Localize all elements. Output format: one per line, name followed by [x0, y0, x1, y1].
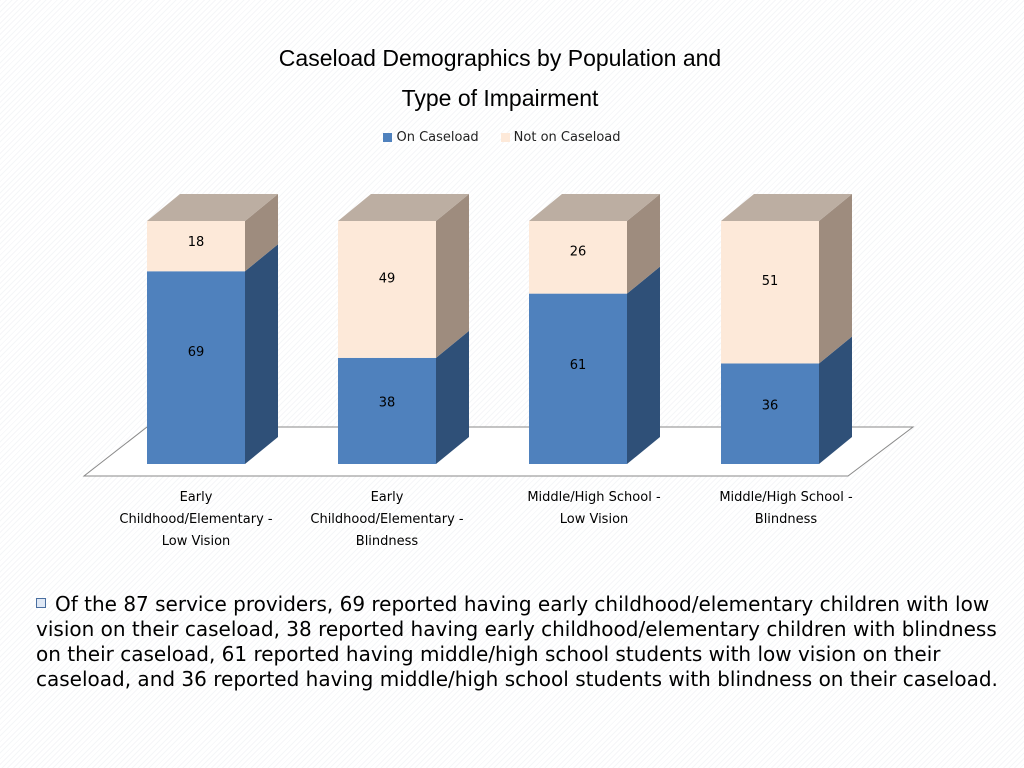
- category-label: Childhood/Elementary -: [310, 512, 464, 527]
- data-label-on-caseload: 38: [379, 395, 396, 410]
- data-label-not-on-caseload: 18: [188, 235, 205, 250]
- summary-text: Of the 87 service providers, 69 reported…: [36, 592, 998, 691]
- bar-on-caseload: [529, 293, 627, 464]
- bar-on-caseload: [338, 357, 436, 464]
- bar-side-not-on-caseload: [819, 194, 852, 364]
- hollow-square-icon: [36, 598, 46, 608]
- bar-top: [338, 194, 469, 221]
- legend-swatch-not-on-caseload: [500, 133, 510, 142]
- category-label: Middle/High School -: [527, 490, 661, 505]
- bar-side-not-on-caseload: [245, 194, 278, 272]
- bar-not-on-caseload: [147, 221, 245, 272]
- summary-bullet: Of the 87 service providers, 69 reported…: [36, 592, 1001, 692]
- legend-swatch-on-caseload: [383, 133, 393, 142]
- bar-side-on-caseload: [245, 244, 278, 464]
- bar-not-on-caseload: [338, 221, 436, 358]
- legend-item-on-caseload: On Caseload: [383, 130, 479, 145]
- legend-label-not-on-caseload: Not on Caseload: [513, 130, 621, 145]
- bar-not-on-caseload: [721, 221, 819, 364]
- category-label: Middle/High School -: [719, 490, 853, 505]
- bar-side-not-on-caseload: [436, 194, 469, 358]
- bar-top: [147, 194, 278, 221]
- bar-not-on-caseload: [529, 221, 627, 294]
- bar-side-on-caseload: [627, 266, 660, 464]
- bar-side-on-caseload: [819, 336, 852, 464]
- chart-title-line-1: Caseload Demographics by Population and: [278, 45, 722, 71]
- chart-title: Caseload Demographics by Population and …: [0, 38, 1000, 118]
- bar-on-caseload: [147, 271, 245, 464]
- bar-top: [721, 194, 852, 221]
- data-label-not-on-caseload: 49: [379, 271, 396, 286]
- category-label: Early: [371, 490, 404, 505]
- category-label: Low Vision: [162, 534, 231, 549]
- category-label: Blindness: [755, 512, 818, 527]
- data-label-on-caseload: 36: [762, 399, 779, 414]
- legend-label-on-caseload: On Caseload: [396, 130, 479, 145]
- category-label: Low Vision: [560, 512, 629, 527]
- category-label: Early: [180, 490, 213, 505]
- legend-item-not-on-caseload: Not on Caseload: [500, 130, 621, 145]
- category-label: Childhood/Elementary -: [119, 512, 273, 527]
- bar-on-caseload: [721, 363, 819, 464]
- bar-top: [529, 194, 660, 221]
- category-label: Blindness: [356, 534, 419, 549]
- chart-legend: On Caseload Not on Caseload: [0, 130, 1004, 145]
- chart-title-line-2: Type of Impairment: [401, 85, 599, 111]
- data-label-on-caseload: 61: [570, 358, 587, 373]
- data-label-not-on-caseload: 51: [762, 274, 779, 289]
- chart-floor: [82, 426, 915, 477]
- bar-side-not-on-caseload: [627, 194, 660, 294]
- bar-side-on-caseload: [436, 330, 469, 464]
- data-label-not-on-caseload: 26: [570, 245, 587, 260]
- data-label-on-caseload: 69: [188, 345, 205, 360]
